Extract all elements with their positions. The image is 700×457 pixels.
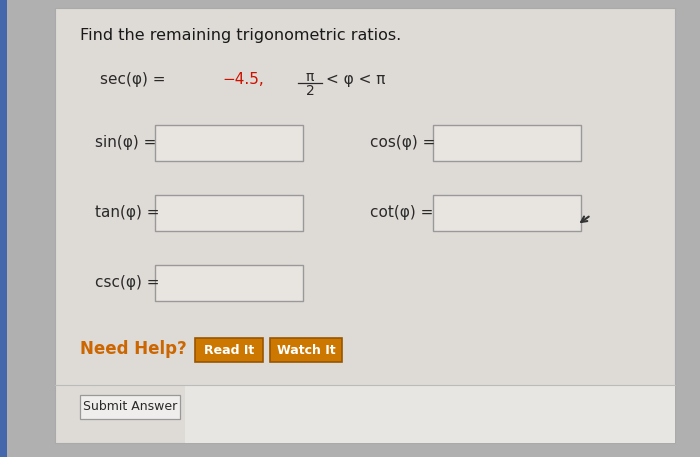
FancyBboxPatch shape bbox=[155, 265, 303, 301]
Text: < φ < π: < φ < π bbox=[326, 72, 386, 87]
Text: sec(φ) =: sec(φ) = bbox=[100, 72, 170, 87]
FancyBboxPatch shape bbox=[433, 195, 581, 231]
Text: cos(φ) =: cos(φ) = bbox=[370, 135, 435, 150]
Text: Submit Answer: Submit Answer bbox=[83, 400, 177, 414]
FancyBboxPatch shape bbox=[185, 385, 675, 443]
FancyBboxPatch shape bbox=[155, 195, 303, 231]
Text: Read It: Read It bbox=[204, 344, 254, 356]
FancyBboxPatch shape bbox=[55, 8, 675, 443]
Text: Watch It: Watch It bbox=[276, 344, 335, 356]
Text: Find the remaining trigonometric ratios.: Find the remaining trigonometric ratios. bbox=[80, 28, 401, 43]
Text: cot(φ) =: cot(φ) = bbox=[370, 206, 433, 220]
Text: sin(φ) =: sin(φ) = bbox=[95, 135, 156, 150]
FancyBboxPatch shape bbox=[270, 338, 342, 362]
Text: tan(φ) =: tan(φ) = bbox=[95, 206, 160, 220]
Text: 2: 2 bbox=[306, 84, 314, 98]
FancyBboxPatch shape bbox=[433, 125, 581, 161]
FancyBboxPatch shape bbox=[0, 0, 7, 457]
FancyBboxPatch shape bbox=[80, 395, 180, 419]
Text: π: π bbox=[306, 70, 314, 84]
FancyBboxPatch shape bbox=[155, 125, 303, 161]
Text: Need Help?: Need Help? bbox=[80, 340, 187, 358]
FancyBboxPatch shape bbox=[195, 338, 263, 362]
Text: −4.5,: −4.5, bbox=[222, 72, 264, 87]
Text: csc(φ) =: csc(φ) = bbox=[95, 276, 160, 291]
